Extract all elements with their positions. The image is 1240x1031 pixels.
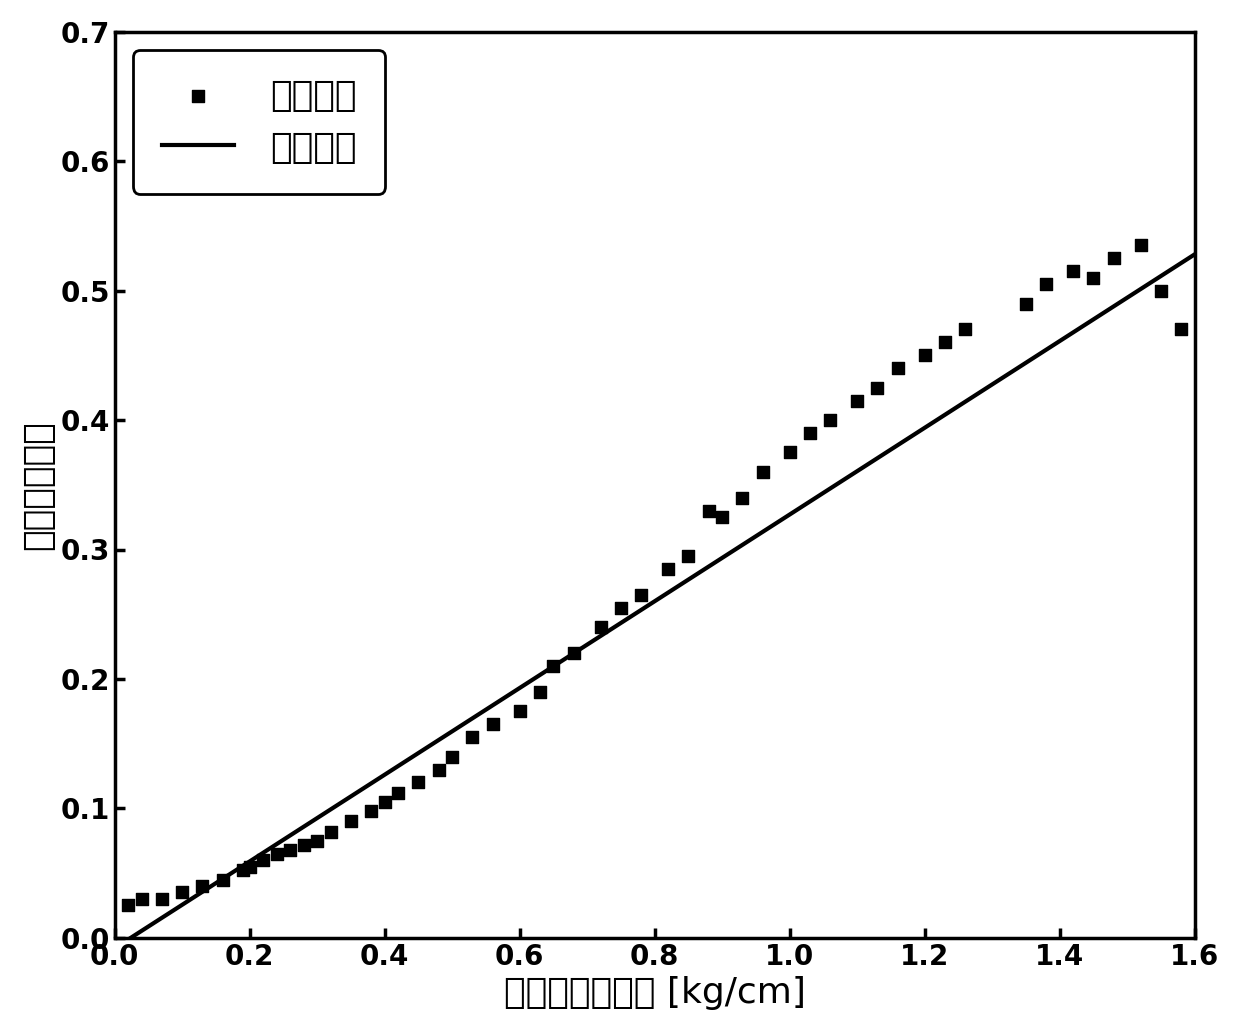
Point <box>267 845 286 862</box>
Point <box>482 716 502 732</box>
Point <box>253 852 273 868</box>
Point <box>847 393 867 409</box>
Point <box>213 871 233 888</box>
Point <box>868 379 888 396</box>
Y-axis label: 模式转换效率: 模式转换效率 <box>21 420 55 550</box>
Point <box>955 322 975 338</box>
Point <box>192 877 212 894</box>
Point <box>611 599 631 616</box>
Point <box>361 803 381 820</box>
Point <box>733 490 753 506</box>
Point <box>564 644 584 661</box>
Point <box>388 785 408 801</box>
Point <box>463 729 482 745</box>
Point <box>529 684 549 700</box>
Point <box>1151 282 1171 299</box>
Point <box>888 360 908 376</box>
Point <box>1063 263 1083 279</box>
Point <box>153 891 172 907</box>
Point <box>443 749 463 765</box>
Point <box>510 703 529 720</box>
Point <box>118 897 138 913</box>
Point <box>321 824 341 840</box>
Point <box>543 658 563 674</box>
X-axis label: 沿光纤径向应力 [kg/cm]: 沿光纤径向应力 [kg/cm] <box>503 976 806 1010</box>
Point <box>780 444 800 461</box>
Point <box>1084 269 1104 286</box>
Point <box>753 464 773 480</box>
Point <box>1104 251 1123 267</box>
Point <box>341 813 361 830</box>
Point <box>631 587 651 603</box>
Point <box>1198 379 1218 396</box>
Point <box>308 832 327 849</box>
Point <box>1131 237 1151 254</box>
Point <box>1171 322 1190 338</box>
Point <box>239 859 259 875</box>
Point <box>1016 295 1035 311</box>
Point <box>820 411 839 428</box>
Point <box>915 347 935 364</box>
Point <box>590 619 610 635</box>
Point <box>280 841 300 858</box>
Point <box>658 561 678 577</box>
Point <box>408 774 428 791</box>
Point <box>698 502 718 519</box>
Point <box>678 547 698 564</box>
Point <box>172 885 192 901</box>
Point <box>1037 276 1056 293</box>
Point <box>712 509 732 526</box>
Legend: 测量数据, 拟合曲线: 测量数据, 拟合曲线 <box>133 49 386 194</box>
Point <box>935 334 955 351</box>
Point <box>429 761 449 777</box>
Point <box>131 891 151 907</box>
Point <box>233 862 253 878</box>
Point <box>800 425 820 441</box>
Point <box>294 836 314 853</box>
Point <box>374 794 394 810</box>
